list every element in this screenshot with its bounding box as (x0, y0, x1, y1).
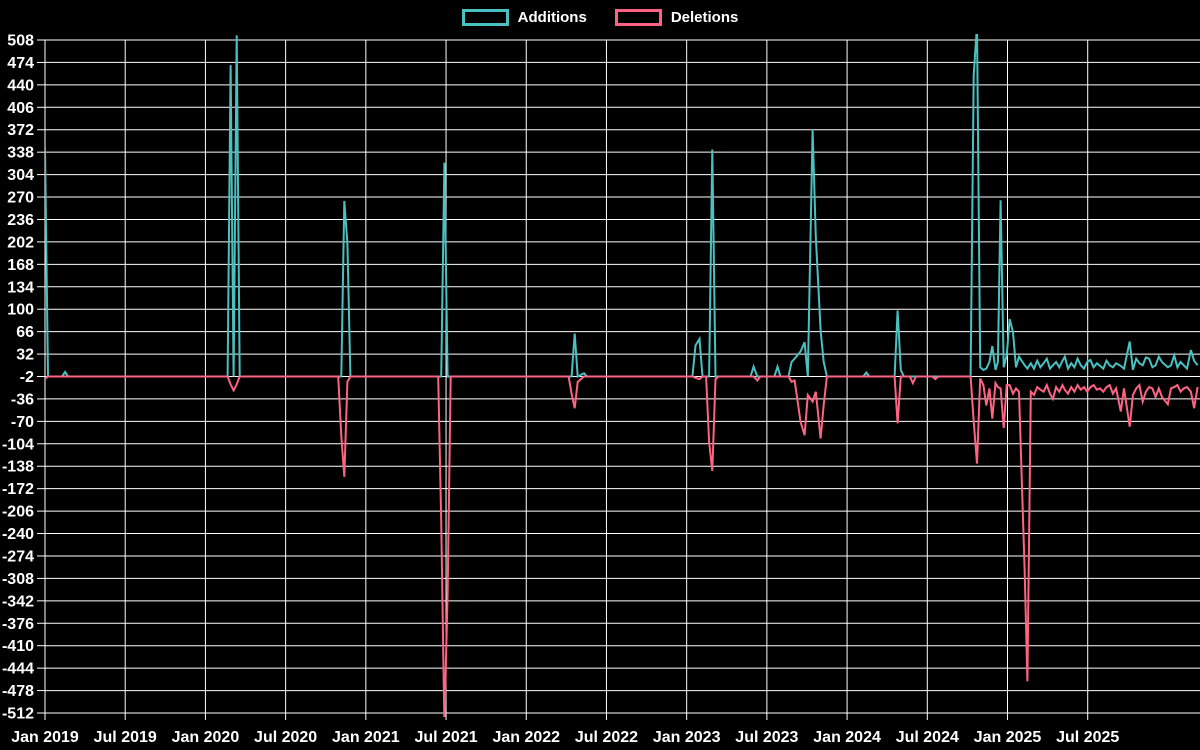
y-tick-label: 236 (7, 212, 34, 229)
y-tick-label: 406 (7, 100, 34, 117)
x-tick-label: Jul 2021 (414, 729, 477, 746)
legend-item-deletions[interactable]: Deletions (614, 8, 739, 26)
x-tick-label: Jul 2020 (254, 729, 317, 746)
y-tick-label: 270 (7, 190, 34, 207)
legend-label-deletions: Deletions (670, 8, 739, 26)
tick-marks (37, 39, 1089, 720)
y-tick-label: -274 (2, 548, 34, 565)
y-tick-label: -172 (2, 481, 34, 498)
y-tick-label: -240 (2, 526, 34, 543)
y-tick-label: 168 (7, 257, 34, 274)
x-tick-label: Jan 2025 (974, 729, 1042, 746)
y-tick-label: 100 (7, 302, 34, 319)
y-tick-label: -478 (2, 683, 34, 700)
x-tick-label: Jan 2024 (813, 729, 881, 746)
y-tick-label: 304 (7, 167, 34, 184)
legend-item-additions[interactable]: Additions (461, 8, 587, 26)
y-tick-label: 32 (16, 347, 34, 364)
y-tick-label: -410 (2, 638, 34, 655)
x-tick-label: Jan 2020 (172, 729, 240, 746)
additions-line (45, 34, 1199, 379)
legend-swatch-deletions (614, 8, 662, 26)
chart-legend: Additions Deletions (0, 6, 1200, 28)
y-tick-label: 372 (7, 122, 34, 139)
y-tick-labels: 508 474 440 406 372 338 304 270 236 202 168 134 100 6… (2, 33, 34, 723)
y-tick-label: -444 (2, 661, 34, 678)
y-tick-label: -138 (2, 459, 34, 476)
x-tick-label: Jan 2021 (332, 729, 400, 746)
y-tick-label: -308 (2, 571, 34, 588)
x-tick-label: Jul 2025 (1056, 729, 1119, 746)
legend-label-additions: Additions (517, 8, 587, 26)
y-tick-label: -104 (2, 436, 34, 453)
y-tick-label: -376 (2, 616, 34, 633)
y-tick-label: -2 (20, 369, 34, 386)
y-tick-label: 508 (7, 33, 34, 50)
x-tick-label: Jan 2023 (653, 729, 721, 746)
y-tick-label: 440 (7, 77, 34, 94)
x-tick-labels: Jan 2019 Jul 2019 Jan 2020 Jul 2020 Jan 2021… (11, 729, 1119, 746)
x-tick-label: Jan 2019 (11, 729, 79, 746)
y-tick-label: 474 (7, 55, 34, 72)
y-tick-label: -206 (2, 504, 34, 521)
y-tick-label: 338 (7, 145, 34, 162)
y-tick-label: -70 (11, 414, 34, 431)
x-tick-label: Jul 2019 (94, 729, 157, 746)
x-tick-label: Jul 2024 (896, 729, 959, 746)
x-tick-label: Jul 2023 (735, 729, 798, 746)
y-tick-label: 134 (7, 279, 34, 296)
y-tick-label: 202 (7, 234, 34, 251)
deletions-line (45, 375, 1199, 717)
y-tick-label: -36 (11, 391, 34, 408)
x-tick-label: Jul 2022 (575, 729, 638, 746)
y-tick-label: 66 (16, 324, 34, 341)
x-tick-label: Jan 2022 (492, 729, 560, 746)
legend-swatch-additions (461, 8, 509, 26)
y-tick-label: -512 (2, 706, 34, 723)
y-tick-label: -342 (2, 593, 34, 610)
